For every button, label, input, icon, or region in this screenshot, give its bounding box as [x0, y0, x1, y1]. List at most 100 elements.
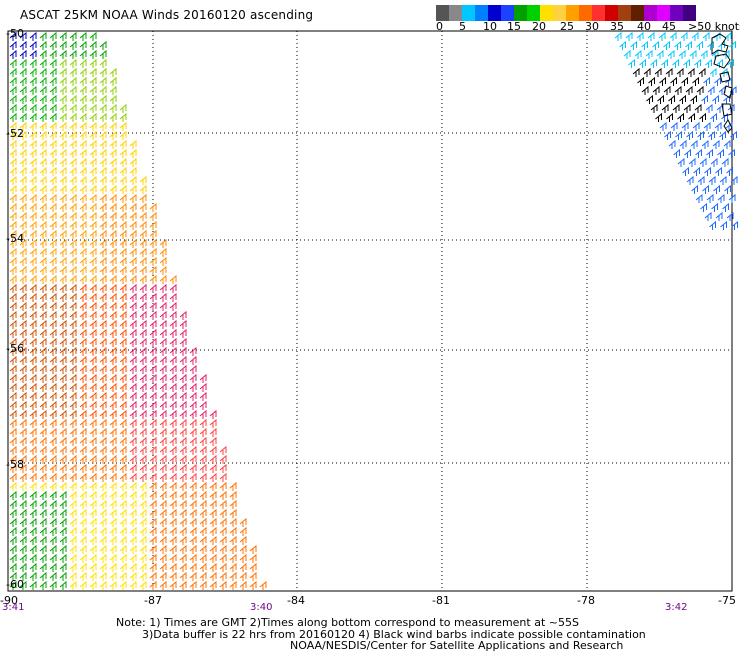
wind-barb	[49, 139, 57, 149]
wind-barb	[129, 382, 137, 392]
wind-barb	[69, 571, 77, 581]
wind-barb	[149, 445, 157, 455]
wind-barb	[69, 400, 77, 410]
wind-barb	[724, 31, 732, 41]
wind-barb	[169, 355, 177, 365]
wind-barb	[79, 301, 87, 311]
wind-barb	[159, 283, 167, 293]
wind-barb	[109, 409, 117, 419]
wind-barb	[49, 553, 57, 563]
wind-barb	[99, 499, 107, 509]
wind-barb	[109, 292, 117, 302]
wind-barb	[89, 409, 97, 419]
wind-barb	[39, 418, 47, 428]
wind-barb	[634, 49, 642, 59]
colorbar-label: 35	[610, 20, 624, 33]
wind-barb	[19, 310, 27, 320]
wind-barb	[29, 445, 37, 455]
wind-barb	[209, 553, 217, 563]
wind-barb	[149, 409, 157, 419]
wind-barb	[19, 436, 27, 446]
wind-barb	[219, 472, 227, 482]
wind-barb	[661, 58, 668, 68]
wind-barb	[19, 562, 27, 572]
wind-barb	[89, 121, 97, 131]
wind-barb	[89, 67, 97, 77]
wind-barb	[29, 355, 37, 365]
wind-barb	[691, 184, 698, 194]
wind-barb	[179, 382, 187, 392]
wind-barb	[89, 184, 97, 194]
wind-barb	[720, 220, 727, 230]
lat-label-58: -58	[6, 458, 24, 471]
wind-barb	[19, 274, 27, 284]
wind-barb	[39, 391, 47, 401]
wind-barb	[89, 130, 97, 140]
wind-barb	[9, 58, 17, 68]
wind-barb	[139, 175, 147, 185]
wind-barb	[79, 517, 87, 527]
wind-barb	[189, 472, 197, 482]
wind-barb	[139, 211, 147, 221]
wind-barb	[159, 562, 167, 572]
wind-barb	[29, 220, 37, 230]
wind-barb	[19, 193, 27, 203]
wind-barb	[119, 292, 127, 302]
colorbar-swatch	[514, 5, 527, 21]
wind-barb	[19, 166, 27, 176]
wind-barb	[39, 481, 47, 491]
wind-barb	[139, 220, 147, 230]
wind-barb	[139, 184, 147, 194]
wind-barb	[59, 445, 67, 455]
wind-barb	[69, 247, 77, 257]
wind-barb	[149, 238, 157, 248]
wind-barb	[169, 310, 177, 320]
wind-barb	[219, 526, 227, 536]
wind-barb	[109, 211, 117, 221]
wind-barb	[79, 355, 87, 365]
wind-barb	[79, 31, 87, 41]
wind-barb	[89, 355, 97, 365]
wind-barb	[694, 58, 701, 68]
wind-barb	[239, 517, 247, 527]
colorbar-swatch	[605, 5, 618, 21]
wind-barb	[159, 400, 167, 410]
wind-barb	[99, 121, 107, 131]
wind-barb	[9, 517, 17, 527]
wind-barb	[665, 67, 673, 77]
wind-barb	[129, 346, 137, 356]
wind-barb	[59, 139, 67, 149]
wind-barb	[678, 49, 686, 59]
wind-barb	[119, 337, 127, 347]
wind-barb	[79, 337, 87, 347]
wind-barb	[189, 526, 197, 536]
wind-barb	[19, 580, 27, 590]
wind-barb	[109, 346, 117, 356]
wind-barb	[79, 580, 87, 590]
colorbar-label: >50 knots	[688, 20, 740, 33]
wind-barb	[169, 562, 177, 572]
wind-barb	[19, 283, 27, 293]
wind-barb	[189, 517, 197, 527]
wind-barb	[691, 31, 699, 41]
wind-barb	[199, 409, 207, 419]
wind-barb	[29, 274, 37, 284]
wind-barb	[99, 85, 107, 95]
wind-barb	[149, 346, 157, 356]
wind-barb	[159, 274, 167, 284]
wind-barb	[169, 571, 177, 581]
wind-barb	[99, 418, 107, 428]
wind-barb	[19, 202, 27, 212]
wind-barb	[69, 112, 77, 122]
wind-barb	[79, 67, 87, 77]
wind-barb	[69, 301, 77, 311]
wind-barb	[79, 553, 87, 563]
wind-barb	[69, 202, 77, 212]
wind-barb	[39, 139, 47, 149]
wind-barb	[89, 112, 97, 122]
wind-barb	[696, 40, 703, 50]
wind-barb	[19, 454, 27, 464]
wind-barb	[39, 274, 47, 284]
wind-barb	[59, 544, 67, 554]
wind-barb	[89, 148, 97, 158]
